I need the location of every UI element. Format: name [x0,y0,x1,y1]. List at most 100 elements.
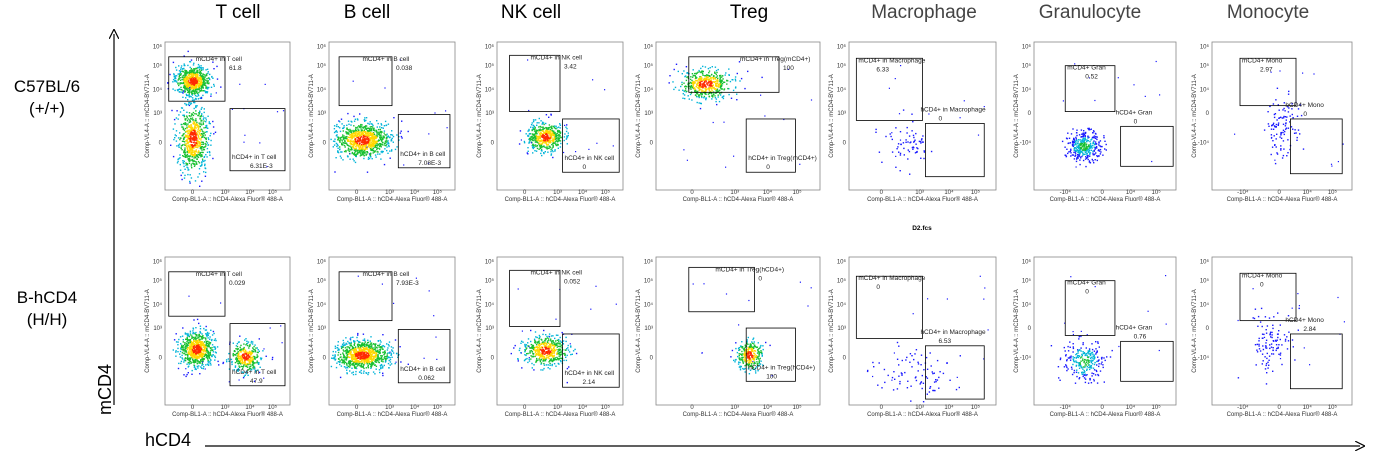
event-dot [719,83,721,86]
event-dot [246,354,249,356]
event-dot [706,76,709,79]
event-dot [198,365,200,367]
event-dot [684,75,686,78]
event-dot [368,144,370,146]
event-dot [687,76,689,78]
event-dots [1234,70,1344,167]
event-dot [1074,143,1076,146]
event-dot [251,356,254,358]
event-dot [192,97,194,99]
event-dot [180,348,182,350]
event-dot [353,135,356,137]
event-dot [200,128,202,130]
event-dot [334,171,336,173]
event-dot [1103,137,1105,139]
event-dot [362,146,364,148]
event-dot [905,139,907,141]
event-dot [722,75,724,77]
event-dot [549,130,551,132]
event-dot [182,127,185,130]
event-dot [183,81,185,83]
event-dot [381,140,383,142]
event-dot [208,341,210,343]
event-dot [683,94,686,96]
event-dot [201,180,203,182]
event-dot [187,86,189,88]
x-tick-label: 0 [523,190,527,196]
event-dot [1093,154,1095,156]
event-dot [963,100,965,102]
x-tick-label: 0 [191,190,195,196]
event-dot [363,140,366,142]
event-dot [690,76,692,78]
event-dot [186,163,188,165]
event-dot [366,151,368,153]
event-dot [543,135,546,137]
event-dot [201,81,203,84]
event-dot [1268,125,1270,127]
event-dot [363,154,365,157]
event-dot [683,149,685,151]
event-dot [699,79,701,81]
event-dot [351,133,353,136]
event-dot [190,91,193,93]
event-dot [195,127,197,129]
event-dot [196,91,198,94]
event-dot [200,359,202,361]
event-dot [237,356,239,358]
event-dot [681,81,683,84]
event-dot [352,158,354,160]
event-dot [702,85,704,87]
event-dot [1283,115,1285,118]
event-dot [916,147,918,149]
event-dot [249,352,251,355]
event-dot [366,136,368,139]
event-dot [243,358,246,360]
event-dot [198,322,200,325]
event-dot [190,125,193,127]
event-dot [376,132,378,134]
event-dot [189,160,191,162]
event-dot [1081,145,1083,147]
event-dot [191,158,194,161]
event-dot [1096,136,1098,138]
event-dot [212,126,215,128]
event-dot [199,152,201,155]
event-dot [373,136,376,139]
event-dot [194,92,196,94]
event-dot [184,69,186,71]
event-dot [347,136,350,138]
event-dot [368,128,370,130]
event-dot [196,95,198,97]
event-dot [182,128,184,130]
event-dot [530,139,532,141]
event-dot [378,148,381,150]
event-dot [197,82,199,84]
event-dot [383,144,385,146]
event-dot [559,140,562,142]
event-dot [181,357,183,359]
event-dot [174,123,176,125]
y-tick-label: 10⁴ [1022,86,1032,93]
event-dot [533,125,535,127]
event-dot [192,349,194,352]
event-dot [764,115,766,117]
event-dot [206,331,209,334]
event-dot [373,129,375,131]
event-dot [202,83,205,85]
event-dot [1263,129,1266,131]
event-dot [538,133,541,135]
event-dot [1069,150,1071,153]
event-dot [376,140,378,142]
event-dot [1068,137,1071,139]
event-dot [346,135,348,138]
event-dot [244,134,246,136]
event-dot [372,124,374,127]
event-dot [384,148,386,150]
event-dot [542,128,544,130]
event-dot [1099,145,1101,147]
panel-frame [655,41,821,191]
event-dot [527,130,529,132]
event-dot [1095,137,1097,140]
event-dot [377,140,379,142]
